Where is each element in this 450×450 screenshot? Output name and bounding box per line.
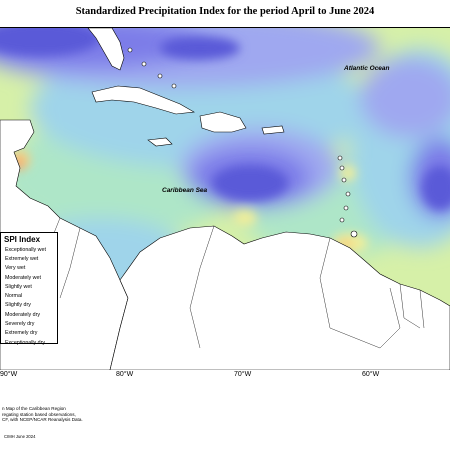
footer-line: regating station based observations, bbox=[2, 411, 76, 417]
legend-item: Exceptionally wet bbox=[1, 245, 57, 254]
field-exceptionally-wet bbox=[160, 36, 240, 60]
legend-items: Exceptionally wet Extremely wet Very wet Mo… bbox=[1, 245, 57, 347]
legend-label: Severely dry bbox=[5, 321, 35, 328]
lon-label-60w: 60°W bbox=[362, 371, 380, 378]
land-florida bbox=[87, 27, 125, 71]
land-island bbox=[157, 73, 163, 79]
lon-label-70w: 70°W bbox=[234, 371, 252, 378]
land-island bbox=[171, 83, 177, 89]
legend-item: Slightly wet bbox=[1, 282, 57, 291]
legend-label: Slightly wet bbox=[5, 283, 32, 290]
longitude-axis: 90°W 80°W 70°W 60°W bbox=[0, 371, 450, 383]
land-island bbox=[341, 177, 347, 183]
field-exceptionally-wet bbox=[212, 165, 288, 201]
border bbox=[419, 289, 425, 329]
border bbox=[59, 227, 81, 299]
legend-item: Extremely dry bbox=[1, 329, 57, 338]
footer-line: n Map of the Caribbean Region bbox=[2, 406, 66, 411]
legend-label: Very wet bbox=[5, 265, 26, 272]
legend-item: Extremely wet bbox=[1, 254, 57, 263]
legend-label: Moderately wet bbox=[5, 274, 41, 281]
land-island bbox=[343, 205, 349, 211]
spi-map: Atlantic Ocean Caribbean Sea bbox=[0, 8, 450, 371]
land-island bbox=[127, 47, 133, 53]
land-cuba bbox=[91, 85, 195, 115]
legend-item: Severely dry bbox=[1, 319, 57, 328]
legend-label: Extremely dry bbox=[5, 330, 38, 337]
legend-label: Slightly dry bbox=[5, 302, 31, 309]
map-credit: CIMH June 2024 bbox=[4, 434, 36, 439]
legend-label: Normal bbox=[5, 293, 23, 300]
land-island bbox=[141, 61, 147, 67]
land-island bbox=[337, 155, 343, 161]
label-atlantic-ocean: Atlantic Ocean bbox=[343, 65, 390, 72]
field-exceptionally-wet bbox=[422, 166, 450, 210]
label-caribbean-sea: Caribbean Sea bbox=[162, 187, 208, 194]
land-puerto-rico bbox=[261, 125, 285, 135]
map-footer: n Map of the Caribbean Region regating s… bbox=[2, 406, 83, 423]
legend-item: Moderately wet bbox=[1, 273, 57, 282]
lon-label-80w: 80°W bbox=[116, 371, 134, 378]
field-slightly-dry bbox=[233, 210, 257, 226]
border bbox=[189, 225, 215, 349]
legend-item: Slightly dry bbox=[1, 301, 57, 310]
legend-title: SPI Index bbox=[4, 235, 41, 244]
land-island bbox=[350, 230, 358, 238]
land-island bbox=[339, 217, 345, 223]
border bbox=[399, 283, 421, 329]
map-title: Standardized Precipitation Index for the… bbox=[75, 6, 375, 17]
legend-label: Exceptionally wet bbox=[5, 246, 46, 253]
land-jamaica bbox=[147, 137, 173, 147]
border bbox=[319, 237, 401, 349]
legend-item: Very wet bbox=[1, 264, 57, 273]
legend-item: Moderately dry bbox=[1, 310, 57, 319]
legend-label: Extremely wet bbox=[5, 255, 39, 262]
footer-line: CF, with NCEP/NCAR Reanalysis Data. bbox=[2, 417, 83, 423]
field-exceptionally-wet bbox=[0, 20, 100, 56]
land-island bbox=[339, 165, 345, 171]
spi-legend: SPI Index Exceptionally wet Extremely wet… bbox=[0, 232, 58, 347]
lon-label-90w: 90°W bbox=[0, 371, 18, 378]
legend-label: Moderately dry bbox=[5, 311, 41, 318]
legend-label: Exceptionally dry bbox=[5, 339, 46, 346]
legend-item: Exceptionally dry bbox=[1, 338, 57, 347]
field-very-wet bbox=[360, 58, 450, 138]
land-island bbox=[345, 191, 351, 197]
legend-item: Normal bbox=[1, 291, 57, 300]
land-hispaniola bbox=[199, 111, 247, 133]
